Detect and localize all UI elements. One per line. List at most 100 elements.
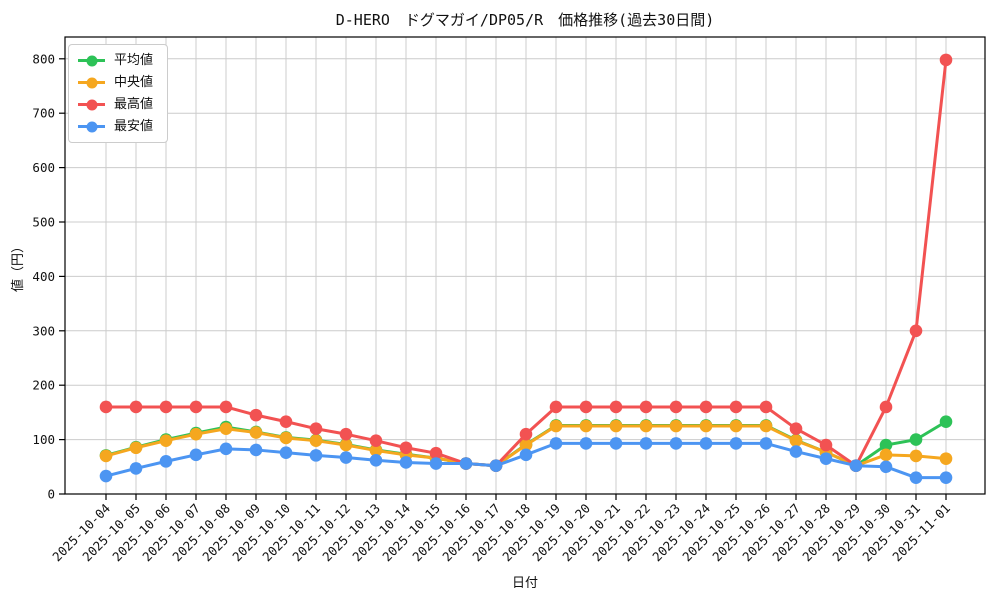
- data-point-min: [279, 446, 293, 459]
- legend-dot-icon: [86, 77, 97, 88]
- data-point-max: [399, 441, 413, 455]
- data-point-max: [729, 400, 743, 414]
- data-point-median: [519, 438, 533, 452]
- y-tick-label: 100: [32, 432, 55, 447]
- data-point-max: [99, 400, 113, 414]
- legend-line-icon: [78, 121, 105, 132]
- data-point-median: [219, 422, 233, 436]
- data-point-median: [189, 427, 203, 441]
- legend-item-median: 中央値: [78, 75, 153, 90]
- data-point-median: [369, 444, 383, 457]
- data-point-min: [159, 455, 173, 468]
- data-point-min: [399, 456, 413, 469]
- y-tick-label: 700: [32, 106, 55, 121]
- data-point-max: [669, 400, 683, 414]
- data-point-median: [549, 419, 563, 433]
- data-point-min: [219, 442, 233, 456]
- data-point-median: [729, 419, 743, 433]
- data-point-median: [789, 434, 803, 447]
- data-point-median: [99, 449, 113, 463]
- data-point-min: [789, 445, 803, 458]
- data-point-min: [309, 449, 323, 462]
- legend-label-min: 最安値: [114, 119, 154, 134]
- data-point-max: [939, 53, 953, 67]
- data-point-min: [909, 471, 923, 484]
- data-point-max: [429, 446, 443, 460]
- data-point-min: [579, 437, 593, 450]
- y-tick-label: 600: [32, 160, 55, 175]
- data-point-min: [549, 437, 563, 450]
- data-point-median: [939, 452, 953, 465]
- data-point-max: [159, 400, 173, 414]
- data-point-average: [909, 433, 923, 446]
- data-point-min: [189, 448, 203, 462]
- legend-item-max: 最高値: [78, 97, 153, 112]
- data-point-min: [879, 460, 893, 474]
- data-point-min: [99, 469, 113, 483]
- data-point-max: [219, 400, 233, 414]
- data-point-median: [579, 419, 593, 433]
- data-point-min: [939, 471, 953, 484]
- data-point-max: [339, 427, 353, 441]
- plot-border: [64, 36, 986, 495]
- data-point-median: [129, 441, 143, 455]
- chart-title: D-HERO ドグマガイ/DP05/R 価格推移(過去30日間): [336, 11, 715, 29]
- data-point-min: [489, 459, 503, 473]
- data-point-max: [519, 427, 533, 441]
- data-point-median: [909, 449, 923, 463]
- data-point-max: [789, 422, 803, 436]
- data-point-min: [849, 459, 863, 473]
- data-point-median: [339, 438, 353, 452]
- legend-dot-icon: [86, 99, 97, 110]
- data-point-min: [699, 437, 713, 450]
- data-point-max: [909, 324, 923, 338]
- y-tick-label: 0: [47, 487, 55, 502]
- data-point-max: [129, 400, 143, 414]
- legend-label-median: 中央値: [114, 75, 154, 90]
- data-point-min: [249, 443, 263, 457]
- legend-line-icon: [78, 55, 105, 66]
- data-point-max: [279, 415, 293, 428]
- data-point-max: [549, 400, 563, 414]
- legend-label-max: 最高値: [114, 97, 154, 112]
- data-point-median: [279, 431, 293, 445]
- data-point-median: [159, 434, 173, 447]
- y-tick-label: 300: [32, 323, 55, 338]
- y-tick-label: 500: [32, 215, 55, 230]
- data-point-min: [609, 437, 623, 450]
- data-point-min: [639, 437, 653, 450]
- legend-item-min: 最安値: [78, 119, 153, 134]
- data-point-median: [639, 419, 653, 433]
- data-point-median: [249, 426, 263, 439]
- data-point-median: [669, 419, 683, 433]
- legend-dot-icon: [86, 121, 97, 132]
- data-point-max: [879, 400, 893, 414]
- legend-line-icon: [78, 99, 105, 110]
- y-tick-label: 800: [32, 51, 55, 66]
- y-tick-label: 200: [32, 378, 55, 393]
- data-point-max: [639, 400, 653, 414]
- data-point-min: [819, 452, 833, 465]
- data-point-min: [669, 437, 683, 450]
- data-point-average: [879, 438, 893, 452]
- data-point-median: [759, 419, 773, 433]
- legend-label-average: 平均値: [114, 53, 154, 68]
- legend-dot-icon: [86, 55, 97, 66]
- data-point-max: [309, 422, 323, 436]
- data-point-median: [879, 448, 893, 462]
- data-point-median: [309, 434, 323, 447]
- data-point-max: [189, 400, 203, 414]
- data-point-max: [819, 438, 833, 452]
- data-point-max: [759, 400, 773, 414]
- data-point-max: [369, 434, 383, 447]
- x-axis-label: 日付: [512, 576, 538, 591]
- data-point-min: [129, 462, 143, 475]
- data-point-max: [579, 400, 593, 414]
- legend-item-average: 平均値: [78, 53, 153, 68]
- data-point-max: [699, 400, 713, 414]
- legend-line-icon: [78, 77, 105, 88]
- data-point-median: [699, 419, 713, 433]
- y-axis-label: 値（円）: [10, 240, 26, 292]
